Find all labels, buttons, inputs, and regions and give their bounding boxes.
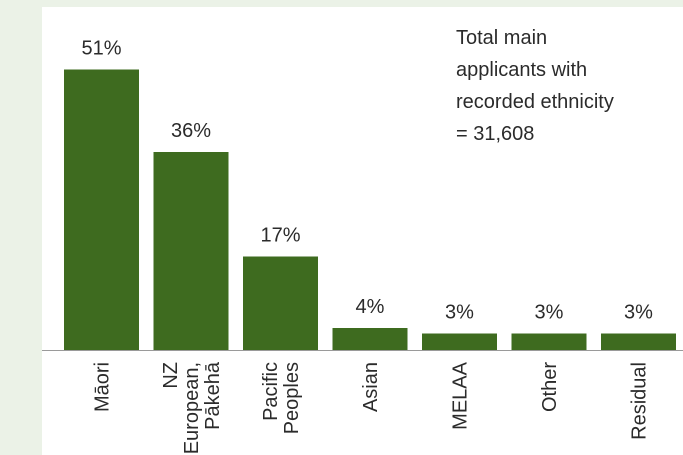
category-label-4: MELAA [450,361,472,429]
annotation-line-1: Total main [456,27,548,49]
annotation-line-3: recorded ethnicity [456,91,614,113]
category-label-2-line-1: Peoples [281,362,303,434]
category-label-2: Pacific Peoples [260,362,303,434]
bar-5 [511,333,587,350]
category-label-5-line-0: Other [539,362,561,412]
category-label-1: NZ European, Pākehā [160,361,224,454]
bar-6 [601,333,676,350]
value-label-5: 3% [535,302,564,324]
bar-1 [153,152,229,350]
value-labels-group: 51% 36% 17% 4% 3% 3% 3% [81,38,653,324]
category-label-1-line-2: Pākehā [202,361,224,430]
category-label-5: Other [539,362,561,412]
bar-4 [422,333,497,350]
value-label-4: 3% [445,302,474,324]
category-label-1-line-1: European, [181,362,203,454]
chart-annotation: Total main applicants with recorded ethn… [456,22,676,150]
annotation-line-2: applicants with [456,59,588,81]
annotation-line-4: = 31,608 [456,123,535,145]
category-label-0-line-0: Māori [92,362,114,412]
chart-panel [42,7,683,455]
value-label-6: 3% [624,302,653,324]
category-label-2-line-0: Pacific [260,362,282,421]
category-label-0: Māori [92,362,114,412]
bars-group [64,69,676,350]
bar-3 [332,328,408,350]
category-label-1-line-0: NZ [160,362,182,389]
value-label-2: 17% [260,225,300,247]
value-label-0: 51% [81,38,121,60]
category-label-3: Asian [360,362,382,412]
value-label-3: 4% [356,296,385,318]
bar-2 [243,256,318,350]
value-label-1: 36% [171,120,211,142]
category-label-6: Residual [629,362,651,440]
category-label-4-line-0: MELAA [450,361,472,429]
bar-0 [64,69,139,350]
category-label-6-line-0: Residual [629,362,651,440]
category-labels-group: Māori NZ European, Pākehā Pacific Peoples Asia… [92,361,651,454]
category-label-3-line-0: Asian [360,362,382,412]
